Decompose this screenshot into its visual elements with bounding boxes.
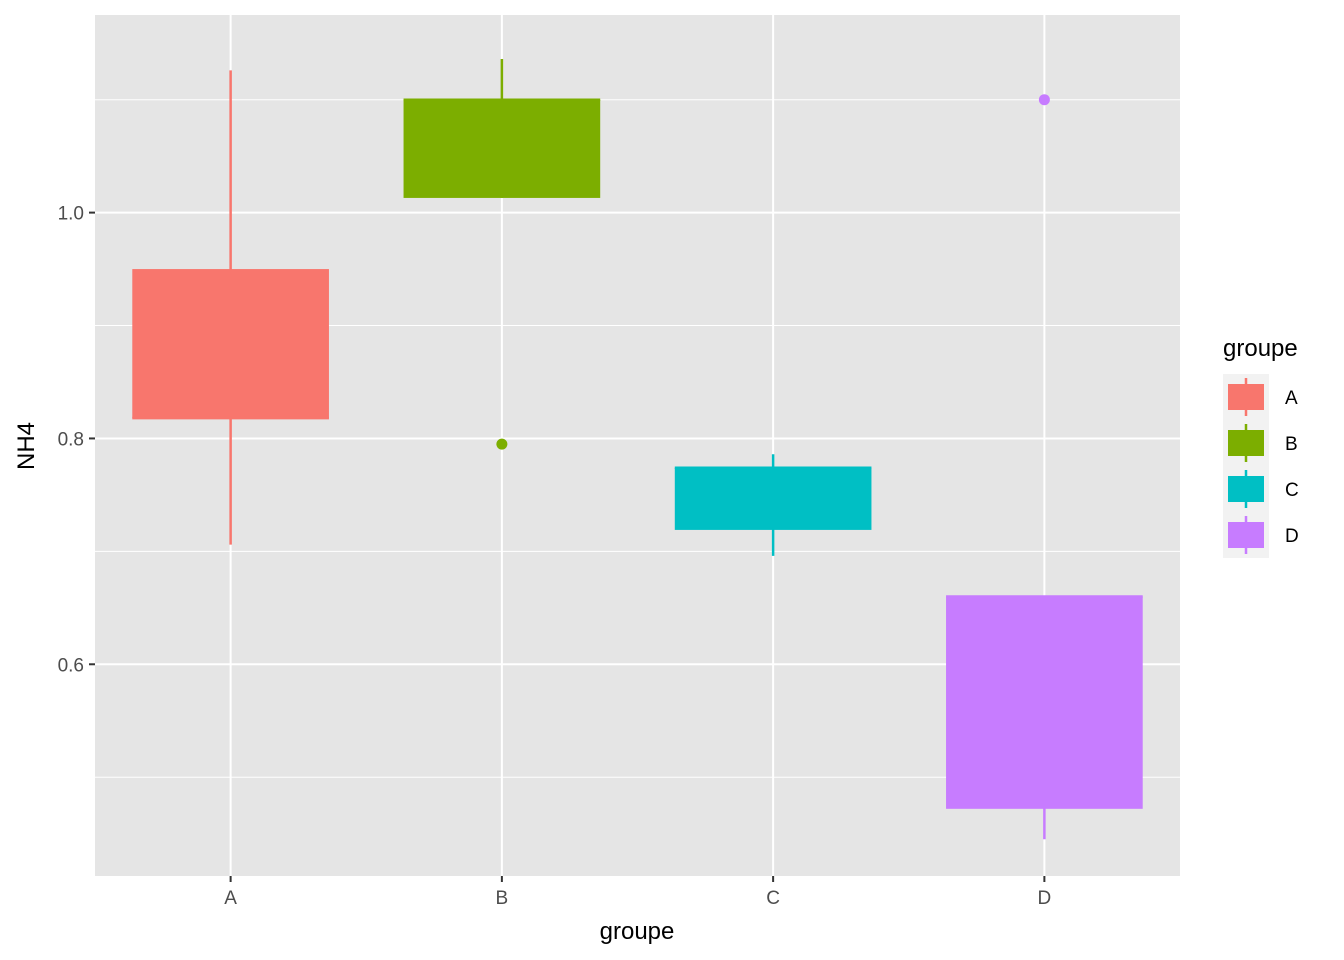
outlier-point-d: [1038, 94, 1050, 106]
legend-key-swatch: [1228, 384, 1264, 410]
x-axis: A B C D: [224, 876, 1051, 909]
legend-key-swatch: [1228, 430, 1264, 456]
box-group-c: [674, 454, 872, 556]
legend-key-swatch: [1228, 522, 1264, 548]
legend-label: C: [1285, 480, 1299, 501]
x-tick-label: A: [224, 888, 237, 909]
legend-item-c: C: [1228, 470, 1299, 508]
x-tick-label: D: [1038, 888, 1052, 909]
legend-item-a: A: [1228, 378, 1298, 416]
y-tick-label: 1.0: [58, 204, 84, 225]
y-tick-label: 0.6: [58, 655, 84, 676]
legend-title: groupe: [1223, 335, 1298, 362]
y-axis: 0.6 0.8 1.0: [58, 204, 95, 676]
legend-key-swatch: [1228, 476, 1264, 502]
box-group-b: [403, 59, 601, 450]
legend-label: B: [1285, 434, 1298, 455]
legend-item-b: B: [1228, 424, 1298, 462]
y-tick-label: 0.8: [58, 429, 84, 450]
legend-label: D: [1285, 526, 1299, 547]
x-axis-title: groupe: [600, 918, 675, 945]
box-group-d: [946, 94, 1143, 840]
box-group-a: [132, 70, 329, 545]
legend-label: A: [1285, 388, 1298, 409]
legend: groupe A B C D: [1223, 335, 1299, 558]
box-d: [946, 596, 1143, 809]
boxes: [132, 59, 1143, 840]
box-a: [132, 269, 329, 419]
x-tick-label: C: [766, 888, 780, 909]
x-tick-label: B: [496, 888, 509, 909]
outlier-point-b: [496, 438, 508, 450]
legend-item-d: D: [1228, 516, 1299, 554]
y-axis-title: NH4: [13, 422, 40, 470]
box-b: [403, 99, 601, 198]
box-c: [674, 467, 872, 530]
